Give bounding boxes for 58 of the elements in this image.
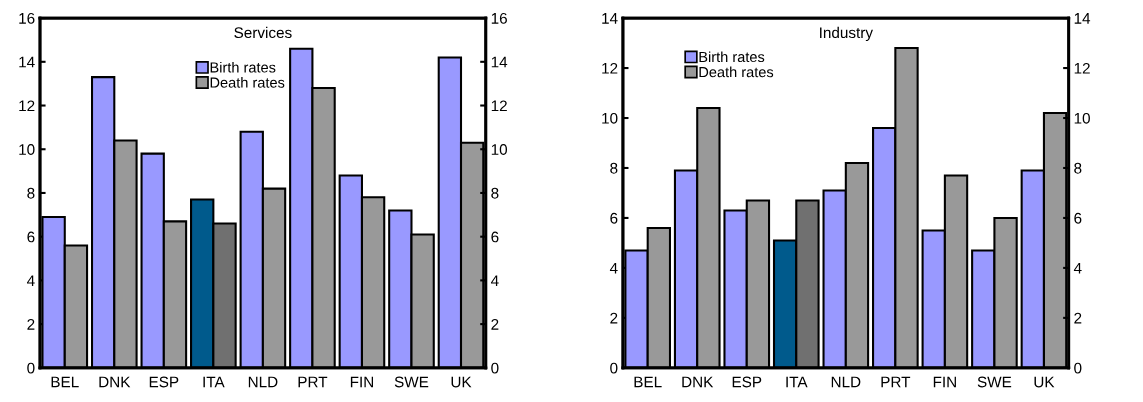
y2-tick-label: 10 <box>1074 112 1090 124</box>
x-tick-label: ESP <box>732 376 762 388</box>
y2-tick-label: 2 <box>1074 312 1082 324</box>
y-tick-label: 2 <box>610 312 618 324</box>
x-tick-label: FIN <box>350 376 374 388</box>
x-tick-label: ITA <box>786 376 808 388</box>
legend-label: Death rates <box>699 66 774 78</box>
y2-tick-label: 10 <box>491 144 508 155</box>
y-tick-label: 8 <box>27 187 35 199</box>
y2-tick-label: 14 <box>491 56 508 68</box>
text: Industry <box>820 26 873 42</box>
y-tick-label: 14 <box>602 13 618 24</box>
y2-tick-label: 14 <box>1074 13 1091 24</box>
legend-label: Death rates <box>210 77 285 88</box>
x-tick-label: UK <box>1034 376 1055 388</box>
y2-tick-label: 12 <box>491 100 507 112</box>
y2-tick-label: 2 <box>491 318 499 330</box>
y-tick-label: 12 <box>19 100 35 112</box>
y-tick-label: 6 <box>610 212 618 224</box>
y-tick-label: 4 <box>27 275 35 286</box>
x-tick-label: PRT <box>881 376 911 388</box>
legend-label: Birth rates <box>699 51 765 63</box>
y2-tick-label: 4 <box>490 275 499 286</box>
x-tick-label: FIN <box>933 376 956 388</box>
y-tick-label: 14 <box>19 56 35 68</box>
x-tick-label: UK <box>451 376 472 388</box>
y-tick-label: 16 <box>19 12 35 24</box>
y-tick-label: 0 <box>27 362 35 374</box>
y2-tick-label: 4 <box>1073 262 1082 274</box>
x-tick-label: SWE <box>394 376 429 388</box>
legend-label: Birth rates <box>210 61 276 73</box>
x-tick-label: DNK <box>99 376 131 388</box>
chart-title: Services <box>234 26 292 39</box>
y-tick-label: 0 <box>610 362 618 374</box>
x-tick-label: NLD <box>831 376 861 388</box>
y-tick-label: 12 <box>602 62 618 74</box>
y2-tick-label: 0 <box>491 362 499 374</box>
y2-tick-label: 6 <box>491 231 499 243</box>
y2-tick-label: 8 <box>1074 162 1082 174</box>
x-tick-label: BEL <box>51 376 79 388</box>
y2-tick-label: 0 <box>1074 362 1082 374</box>
y-tick-label: 10 <box>19 144 35 155</box>
y2-tick-label: 12 <box>1074 62 1090 74</box>
y-tick-label: 8 <box>610 162 618 174</box>
x-tick-label: DNK <box>682 376 714 388</box>
x-tick-label: SWE <box>977 376 1012 388</box>
y2-tick-label: 8 <box>491 187 499 199</box>
y2-tick-label: 16 <box>491 12 507 24</box>
x-tick-label: BEL <box>634 376 662 388</box>
y-tick-label: 2 <box>27 318 35 330</box>
x-tick-label: PRT <box>298 376 328 388</box>
x-tick-label: ESP <box>149 376 179 388</box>
y2-tick-label: 6 <box>1074 212 1082 224</box>
y-tick-label: 4 <box>609 262 618 274</box>
x-tick-label: NLD <box>248 376 278 388</box>
x-tick-label: ITA <box>203 376 225 388</box>
y-tick-label: 10 <box>602 112 618 124</box>
y-tick-label: 6 <box>27 231 35 243</box>
